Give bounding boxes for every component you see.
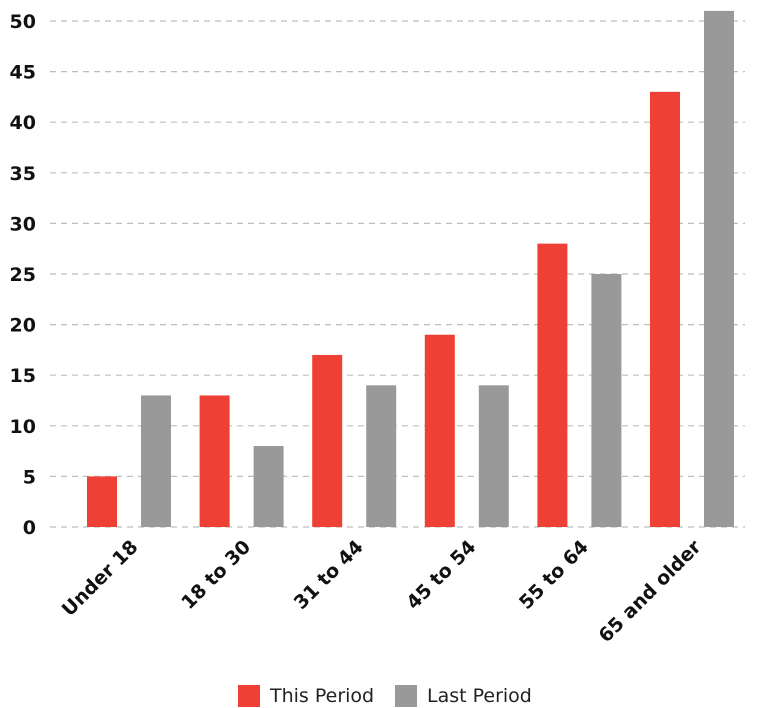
- legend-label: This Period: [269, 685, 374, 707]
- bar-last-period: [253, 446, 284, 527]
- bar-this-period: [424, 334, 455, 527]
- x-tick-label: Under 18: [58, 536, 143, 621]
- y-tick-label: 50: [10, 11, 36, 33]
- y-axis: 0 5 10 15 20 25 30 35 40 45 50: [10, 11, 36, 539]
- y-tick-label: 30: [10, 213, 36, 235]
- y-tick-label: 15: [10, 365, 36, 387]
- bar-this-period: [199, 395, 230, 527]
- x-tick-label: 18 to 30: [177, 536, 255, 614]
- legend-label: Last Period: [427, 685, 532, 707]
- bars: [87, 10, 734, 527]
- y-tick-label: 25: [10, 264, 36, 286]
- bar-this-period: [87, 476, 117, 527]
- bar-last-period: [478, 385, 509, 527]
- x-tick-label: 65 and older: [594, 536, 705, 647]
- bar-this-period: [650, 91, 680, 527]
- x-tick-label: 45 to 54: [402, 536, 480, 614]
- bar-last-period: [704, 10, 734, 527]
- bar-last-period: [366, 385, 397, 527]
- y-tick-label: 5: [23, 466, 36, 488]
- y-tick-label: 0: [23, 517, 36, 539]
- legend-swatch: [238, 685, 260, 707]
- y-tick-label: 45: [10, 62, 36, 84]
- bar-this-period: [537, 243, 568, 527]
- y-tick-label: 20: [10, 315, 36, 337]
- y-tick-label: 10: [10, 416, 36, 438]
- x-axis: Under 18 18 to 30 31 to 44 45 to 54 55 to 64…: [58, 536, 706, 647]
- bar-last-period: [591, 274, 622, 527]
- y-tick-label: 40: [10, 112, 36, 134]
- x-tick-label: 55 to 64: [515, 536, 593, 614]
- bar-last-period: [141, 395, 171, 527]
- legend: This Period Last Period: [238, 685, 532, 707]
- legend-swatch: [395, 685, 417, 707]
- bar-this-period: [312, 354, 343, 527]
- y-tick-label: 35: [10, 163, 36, 185]
- x-tick-label: 31 to 44: [290, 536, 368, 614]
